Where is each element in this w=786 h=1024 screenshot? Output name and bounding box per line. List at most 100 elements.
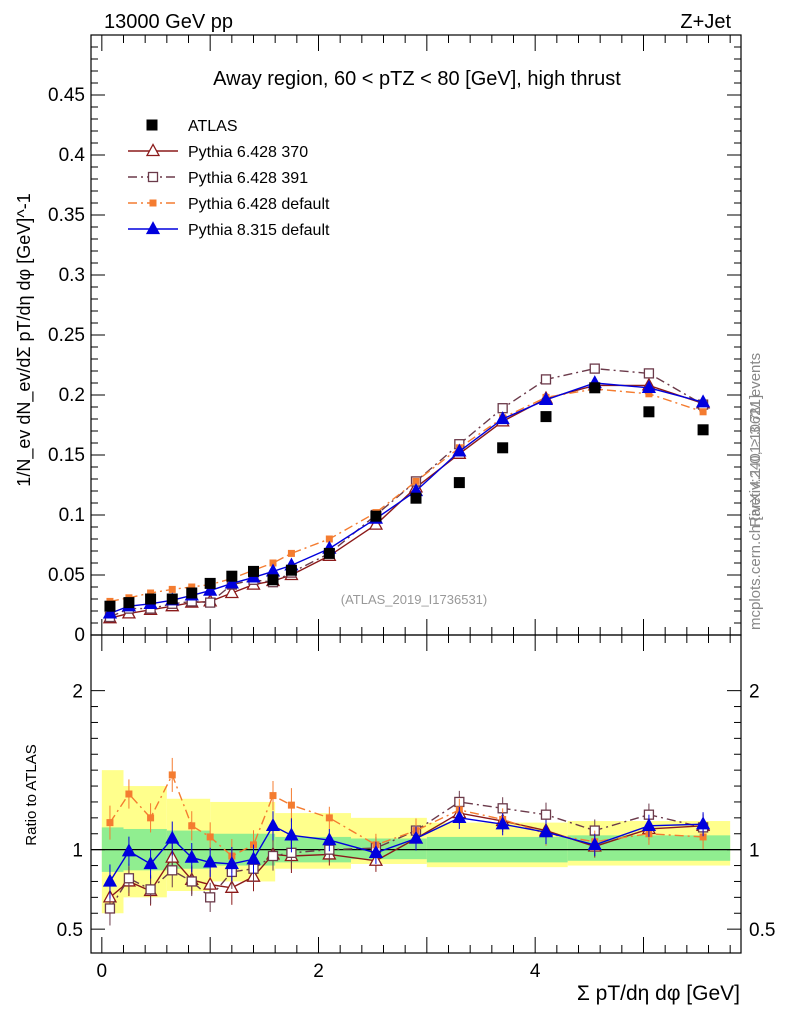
rivet-version-label: Rivet 4.1.0, ≥ 3.7M events [747,353,764,527]
ratio-point-pythia-6-428-391 [104,903,116,914]
ratio-point-pythia-8-315-default [102,873,118,887]
series-point-pythia-6-428-391 [643,368,655,379]
data-point-atlas [145,593,157,605]
data-point-atlas [285,564,297,576]
energy-label: 13000 GeV pp [104,11,233,33]
legend-marker-pythia-6-428-391 [147,171,159,183]
data-point-atlas [497,442,509,454]
axis-ticks: 0 0.05 0.1 0.15 0.2 0.25 0.3 0.35 0.4 0.45 0.5 0.5 1… [48,35,775,982]
series-point-pythia-6-428-default [645,390,653,398]
ratio-point-pythia-8-315-default [495,816,510,830]
series-point-pythia-8-315-default [452,443,467,457]
series-point-pythia-8-315-default [641,379,657,393]
ratio-tick-label: 1 [72,841,83,862]
ratio-point-pythia-8-315-default [368,844,384,858]
ratio-point-pythia-6-428-391 [186,876,197,887]
ratio-tick-label: 2 [72,682,83,703]
legend-marker-pythia-6-428-370 [145,143,161,157]
ratio-tick-label-right: 1 [749,841,760,862]
ratio-point-pythia-8-315-default [143,856,158,870]
atlas-data-points [104,382,709,612]
ratio-plot-frame [90,634,742,954]
y-tick-label: 0.1 [59,505,85,526]
series-point-pythia-6-428-default [325,535,333,543]
data-point-atlas [104,600,116,612]
y-tick-label: 0.25 [48,325,85,346]
ratio-point-pythia-6-428-default [325,814,333,822]
series-point-pythia-8-315-default [102,605,118,619]
data-point-atlas [410,492,422,504]
data-point-atlas [186,587,198,599]
data-point-atlas [323,547,335,559]
legend-label-pythia-6-428-370: Pythia 6.428 370 [188,144,308,161]
x-tick-label: 0 [97,961,108,982]
data-point-atlas [370,510,382,522]
y-tick-label: 0.2 [59,385,85,406]
ratio-point-pythia-8-315-default [246,851,261,865]
main-series-group [102,363,711,624]
ratio-point-pythia-8-315-default [165,830,180,844]
ratio-point-pythia-6-428-391 [540,809,552,820]
y-tick-label: 0.35 [48,205,85,226]
series-point-pythia-6-428-default [147,589,155,597]
y-tick-label: 0.4 [59,145,86,166]
y-tick-label: 0.15 [48,445,85,466]
series-point-pythia-8-315-default [495,411,510,425]
legend-label-pythia-6-428-default: Pythia 6.428 default [188,196,330,213]
legend-marker-atlas [146,119,158,131]
ratio-point-pythia-6-428-default [168,771,176,779]
process-label: Z+Jet [680,11,731,33]
legend-marker-pythia-8-315-default [145,221,161,235]
ratio-point-pythia-8-315-default [452,809,467,823]
data-point-atlas [123,597,135,609]
series-point-pythia-8-315-default [203,582,218,596]
series-line-pythia-8-315-default [109,382,704,615]
ratio-point-pythia-8-315-default [538,824,554,838]
ratio-point-pythia-6-428-default [699,833,707,841]
series-point-pythia-6-428-default [412,477,420,485]
ratio-point-pythia-6-428-default [269,792,277,800]
ratio-point-pythia-8-315-default [587,837,602,851]
y-axis-label: 1/N_ev dN_ev/dΣ pT/dη dφ [GeV]^-1 [14,193,35,486]
ratio-point-pythia-8-315-default [695,816,711,830]
analysis-id: (ATLAS_2019_I1736531) [341,592,487,607]
legend-marker-pythia-6-428-default [149,199,157,207]
ratio-point-pythia-6-428-391 [205,892,216,903]
data-point-atlas [453,477,465,489]
series-point-pythia-6-428-391 [205,597,216,608]
mcplots-label: mcplots.cern.ch [arXiv:2401.10621] [747,395,764,630]
series-point-pythia-6-428-391 [589,363,600,374]
ratio-tick-label-right: 2 [749,682,760,703]
series-point-pythia-6-428-default [699,408,707,416]
ratio-point-pythia-8-315-default [203,854,218,868]
data-point-atlas [643,406,655,418]
series-point-pythia-8-315-default [224,575,239,589]
ratio-point-pythia-8-315-default [284,827,299,841]
ratio-tick-label-right: 0.5 [749,920,775,941]
series-line-pythia-6-428-default [109,388,704,603]
ratio-point-pythia-6-428-default [206,833,214,841]
legend-label-pythia-8-315-default: Pythia 8.315 default [188,222,330,239]
ratio-point-pythia-8-315-default [121,843,137,857]
legend-label-atlas: ATLAS [188,118,238,135]
series-line-pythia-6-428-370 [109,384,704,619]
y-tick-label: 0.45 [48,85,85,106]
ratio-point-pythia-6-428-391 [167,865,178,876]
data-point-atlas [226,570,238,582]
ratio-point-pythia-8-315-default [408,830,424,844]
series-point-pythia-6-428-default [188,583,196,591]
data-point-atlas [267,574,279,586]
ratio-point-pythia-8-315-default [224,856,239,870]
ratio-point-pythia-6-428-default [147,814,155,822]
data-point-atlas [204,577,216,589]
y-tick-label: 0.05 [48,565,85,586]
ratio-point-pythia-6-428-default [287,801,295,809]
ratio-series-group [102,757,711,926]
data-point-atlas [166,593,178,605]
data-point-atlas [540,411,552,423]
ratio-point-pythia-8-315-default [641,817,657,831]
ratio-point-pythia-6-428-391 [145,884,156,895]
data-point-atlas [248,565,259,577]
x-axis-label: Σ pT/dη dφ [GeV] [577,982,740,1005]
